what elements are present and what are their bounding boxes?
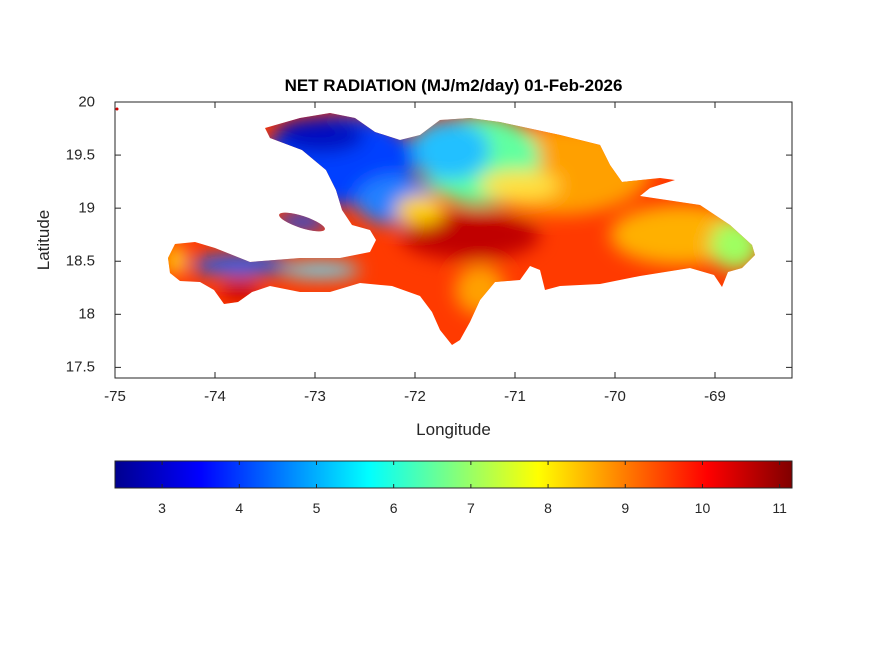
x-tick-label: -70	[604, 388, 626, 405]
x-tick-label: -73	[304, 388, 326, 405]
colorbar	[114, 460, 793, 489]
y-tick-label: 19	[78, 199, 95, 217]
colorbar-tick-label: 10	[694, 500, 711, 516]
colorbar-tick-label: 9	[621, 500, 630, 516]
x-tick-label: -74	[204, 388, 226, 405]
data-speck	[115, 107, 119, 111]
colorbar-ticks	[161, 461, 781, 488]
y-tick-label: 18	[78, 305, 95, 323]
y-axis-label: Latitude	[34, 209, 53, 271]
colorbar-tick-label: 5	[312, 500, 321, 516]
colorbar-tick-label: 4	[235, 500, 244, 516]
x-axis-ticks	[114, 102, 716, 378]
y-axis-ticks	[115, 101, 792, 368]
x-tick-label: -71	[504, 388, 526, 405]
x-tick-label: -72	[404, 388, 426, 405]
chart-title: NET RADIATION (MJ/m2/day) 01-Feb-2026	[284, 76, 623, 95]
x-axis-label: Longitude	[416, 420, 491, 439]
y-tick-label: 19.5	[65, 146, 95, 164]
colorbar-tick-label: 7	[466, 500, 475, 516]
y-tick-label: 20	[78, 93, 95, 111]
colorbar-tick-label: 6	[389, 500, 398, 516]
colorbar-tick-label: 3	[158, 500, 166, 516]
colorbar-tick-label: 11	[772, 500, 787, 516]
y-tick-label: 18.5	[65, 252, 95, 270]
y-tick-label: 17.5	[65, 358, 95, 376]
colorbar-tick-label: 8	[544, 500, 552, 516]
x-tick-label: -75	[104, 388, 126, 405]
x-tick-label: -69	[704, 388, 726, 405]
